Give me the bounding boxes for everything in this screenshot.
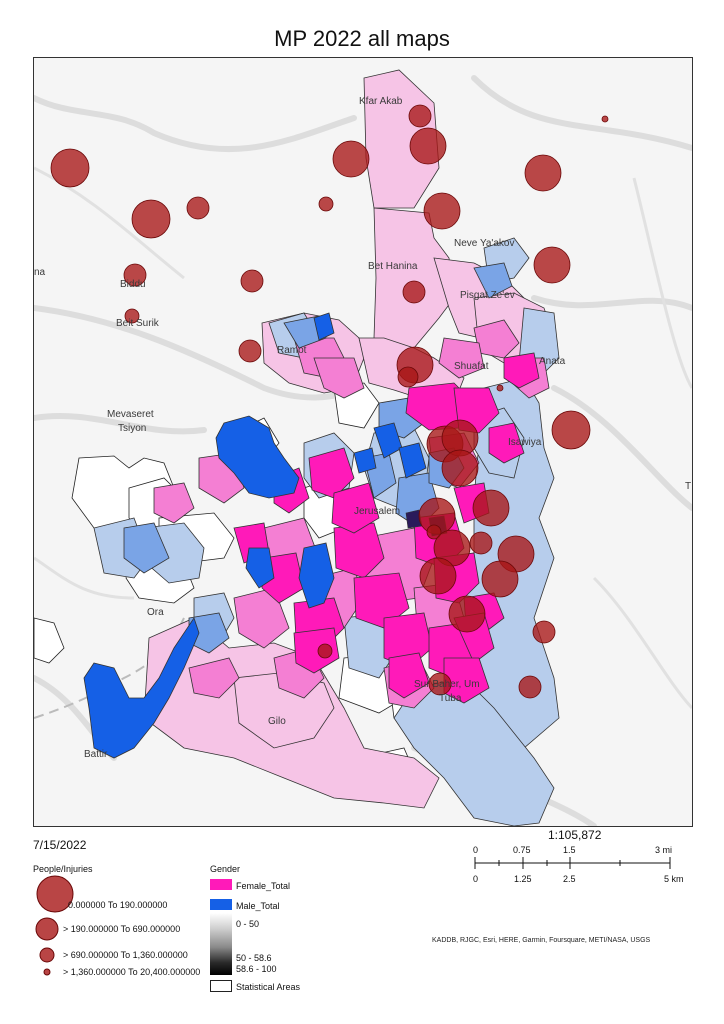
statistical-areas-swatch: [210, 980, 232, 992]
injury-circle: [409, 127, 447, 165]
injury-circle: [472, 489, 510, 527]
basemap-minor-roads: [34, 166, 692, 710]
place-label: Biddu: [120, 279, 146, 290]
legend-circle-large: [36, 875, 74, 913]
place-label: Bet Hanina: [368, 261, 418, 272]
place-label: Neve Ya'akov: [454, 238, 515, 249]
scale-mi-label: 1.5: [563, 845, 576, 855]
place-label: Ora: [147, 607, 164, 618]
place-label: Tsiyon: [118, 423, 147, 434]
map-title: MP 2022 all maps: [274, 26, 450, 51]
injury-circle: [532, 620, 556, 644]
injury-circle: [419, 557, 457, 595]
scale-ratio: 1:105,872: [548, 828, 602, 842]
injury-circle: [601, 115, 609, 123]
injury-circle: [50, 148, 90, 188]
injury-circle: [238, 339, 262, 363]
injury-circle: [332, 140, 370, 178]
injury-circle: [318, 196, 334, 212]
legend-circle-medium: [35, 917, 59, 941]
scale-bar: [474, 857, 671, 869]
injury-circle: [131, 199, 171, 239]
legend-circle-small: [39, 947, 55, 963]
injury-circle: [408, 104, 432, 128]
place-label: na: [34, 267, 46, 278]
map-canvas: [34, 69, 692, 826]
injury-circle: [428, 672, 452, 696]
people-injuries-legend-title: People/Injuries: [33, 864, 93, 874]
gender-ratio-ramp: [210, 913, 232, 975]
female-swatch: [210, 879, 232, 890]
injury-circle: [423, 192, 461, 230]
injury-circle: [186, 196, 210, 220]
statistical-areas-label: Statistical Areas: [236, 982, 301, 992]
ramp-label-mid: 50 - 58.6: [236, 953, 272, 963]
injury-circle: [448, 595, 486, 633]
people-injuries-circles: [50, 104, 609, 699]
people-injuries-class-1: 0.000000 To 190.000000: [68, 900, 168, 910]
place-label: Pisgat Ze'ev: [460, 290, 515, 301]
place-label: Ramot: [277, 345, 307, 356]
people-injuries-class-2: > 190.000000 To 690.000000: [63, 924, 181, 934]
injury-circle: [496, 384, 504, 392]
injury-circle: [240, 269, 264, 293]
legend-circle-tiny: [43, 968, 51, 976]
place-label: Battir: [84, 749, 108, 760]
scale-mi-label: 0.75: [513, 845, 531, 855]
place-label: Tuba: [439, 693, 462, 704]
scale-km-label: 5 km: [664, 874, 684, 884]
scale-mi-label: 0: [473, 845, 479, 855]
injury-circle: [124, 308, 140, 324]
gender-legend-title: Gender: [210, 864, 241, 874]
place-label: Mevaseret: [107, 409, 154, 420]
scale-mi-label: 3 mi: [655, 845, 673, 855]
injury-circle: [533, 246, 571, 284]
injury-circle: [397, 366, 419, 388]
female-legend-label: Female_Total: [236, 881, 291, 891]
ramp-label-low: 0 - 50: [236, 919, 260, 929]
injury-circle: [469, 531, 493, 555]
male-legend-label: Male_Total: [236, 901, 280, 911]
injury-circle: [551, 410, 591, 450]
ramp-label-high: 58.6 - 100: [236, 964, 277, 974]
male-swatch: [210, 899, 232, 910]
place-label: T: [685, 481, 692, 492]
map-attribution: KADDB, RJGC, Esri, HERE, Garmin, Foursqu…: [432, 937, 651, 944]
map-date: 7/15/2022: [33, 838, 87, 852]
place-label: Gilo: [268, 716, 286, 727]
people-injuries-legend-symbols: [35, 875, 74, 976]
injury-circle: [317, 643, 333, 659]
injury-circle: [402, 280, 426, 304]
scale-km-label: 2.5: [563, 874, 576, 884]
injury-circle: [426, 524, 442, 540]
map-frame[interactable]: Kfar Akab Neve Ya'akov Bet Hanina Pisgat…: [33, 57, 693, 827]
people-injuries-class-4: > 1,360.000000 To 20,400.000000: [63, 967, 201, 977]
place-label: Sur Baher, Um: [414, 679, 480, 690]
place-label: Isawiya: [508, 437, 542, 448]
scale-km-label: 0: [473, 874, 479, 884]
place-label: Kfar Akab: [359, 96, 403, 107]
injury-circle: [524, 154, 562, 192]
place-label: Shuafat: [454, 361, 489, 372]
scale-km-label: 1.25: [514, 874, 532, 884]
injury-circle: [441, 449, 479, 487]
place-label: Jerusalem: [354, 506, 401, 517]
injury-circle: [518, 675, 542, 699]
injury-circle: [123, 263, 147, 287]
place-label: Beit Surik: [116, 318, 159, 329]
injury-circle: [481, 560, 519, 598]
male-total-areas: [83, 312, 427, 759]
place-label: Anata: [539, 356, 566, 367]
people-injuries-class-3: > 690.000000 To 1,360.000000: [63, 950, 188, 960]
